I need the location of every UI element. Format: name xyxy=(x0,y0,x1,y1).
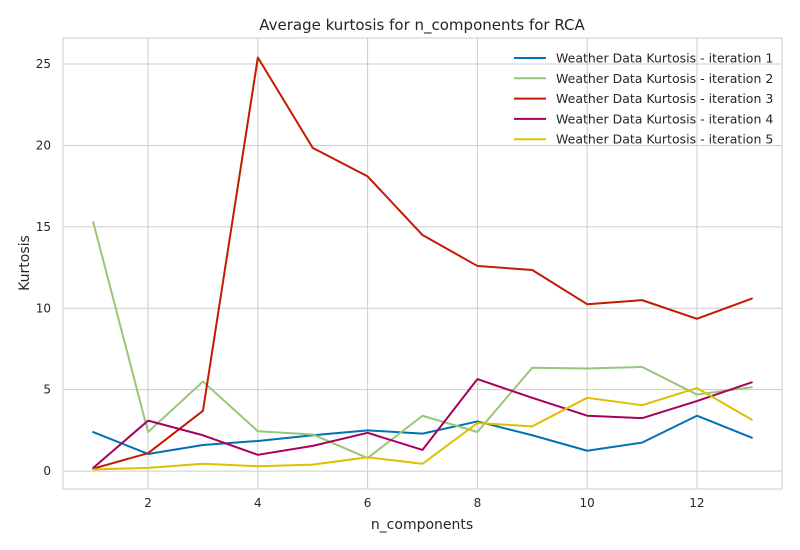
series-line-iteration-5 xyxy=(92,387,753,471)
y-tick-labels: 0 5 10 15 20 25 xyxy=(36,57,51,478)
series-lines xyxy=(92,56,753,471)
y-tick-label: 10 xyxy=(36,301,51,315)
legend-label-iteration-1: Weather Data Kurtosis - iteration 1 xyxy=(556,51,773,66)
x-tick-label: 4 xyxy=(254,496,262,510)
chart-title: Average kurtosis for n_components for RC… xyxy=(259,16,585,35)
grid-lines xyxy=(63,38,782,489)
legend-label-iteration-5: Weather Data Kurtosis - iteration 5 xyxy=(556,132,773,147)
x-tick-label: 2 xyxy=(144,496,152,510)
x-tick-label: 10 xyxy=(580,496,595,510)
y-tick-label: 25 xyxy=(36,57,51,71)
y-tick-label: 15 xyxy=(36,220,51,234)
x-tick-label: 12 xyxy=(689,496,704,510)
y-tick-label: 5 xyxy=(43,383,51,397)
series-line-iteration-2 xyxy=(92,220,753,460)
plot-area xyxy=(62,37,783,490)
y-tick-label: 20 xyxy=(36,138,51,152)
x-axis-title: n_components xyxy=(371,517,473,533)
x-tick-label: 8 xyxy=(474,496,482,510)
series-line-iteration-3 xyxy=(92,56,753,470)
series-line-iteration-4 xyxy=(92,378,753,469)
y-tick-label: 0 xyxy=(43,464,51,478)
x-tick-label: 6 xyxy=(364,496,372,510)
y-axis-title: Kurtosis xyxy=(17,235,33,291)
legend-label-iteration-2: Weather Data Kurtosis - iteration 2 xyxy=(556,71,773,86)
series-line-iteration-1 xyxy=(92,414,753,455)
legend-label-iteration-3: Weather Data Kurtosis - iteration 3 xyxy=(556,91,773,106)
x-tick-labels: 2 4 6 8 10 12 xyxy=(144,496,704,510)
legend-label-iteration-4: Weather Data Kurtosis - iteration 4 xyxy=(556,111,773,126)
legend: Weather Data Kurtosis - iteration 1 Weath… xyxy=(514,51,773,147)
